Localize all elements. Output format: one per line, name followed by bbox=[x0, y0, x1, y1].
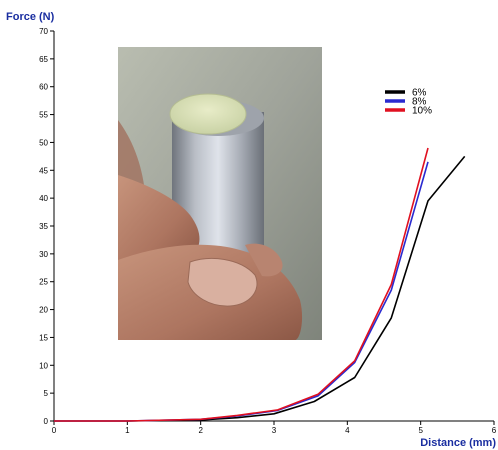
x-tick-label: 2 bbox=[198, 426, 203, 435]
y-tick-label: 40 bbox=[39, 194, 48, 203]
legend-label: 6% bbox=[412, 88, 427, 99]
y-tick-label: 35 bbox=[39, 222, 48, 231]
legend-label: 10% bbox=[412, 106, 432, 117]
y-tick-label: 65 bbox=[39, 55, 48, 64]
x-tick-label: 6 bbox=[492, 426, 497, 435]
y-tick-label: 0 bbox=[44, 417, 49, 426]
data-series bbox=[54, 147, 466, 422]
y-tick-label: 5 bbox=[44, 389, 49, 398]
x-tick-label: 3 bbox=[272, 426, 277, 435]
y-tick-label: 15 bbox=[39, 333, 48, 342]
y-tick-label: 70 bbox=[39, 27, 48, 36]
y-axis-title: Force (N) bbox=[6, 11, 55, 23]
sample-photo bbox=[118, 47, 322, 340]
y-tick-label: 10 bbox=[39, 361, 48, 370]
x-tick-label: 0 bbox=[52, 426, 57, 435]
x-tick-label: 5 bbox=[418, 426, 423, 435]
y-tick-label: 25 bbox=[39, 278, 48, 287]
x-axis-title: Distance (mm) bbox=[420, 437, 496, 449]
legend: 6%8%10% bbox=[385, 88, 432, 117]
y-tick-label: 55 bbox=[39, 111, 48, 120]
y-tick-label: 50 bbox=[39, 138, 48, 147]
y-tick-label: 45 bbox=[39, 166, 48, 175]
series-line-10pct bbox=[54, 147, 429, 422]
legend-label: 8% bbox=[412, 97, 427, 108]
y-tick-label: 20 bbox=[39, 306, 48, 315]
y-tick-label: 30 bbox=[39, 250, 48, 259]
x-tick-label: 4 bbox=[345, 426, 350, 435]
x-tick-label: 1 bbox=[125, 426, 130, 435]
y-tick-label: 60 bbox=[39, 83, 48, 92]
